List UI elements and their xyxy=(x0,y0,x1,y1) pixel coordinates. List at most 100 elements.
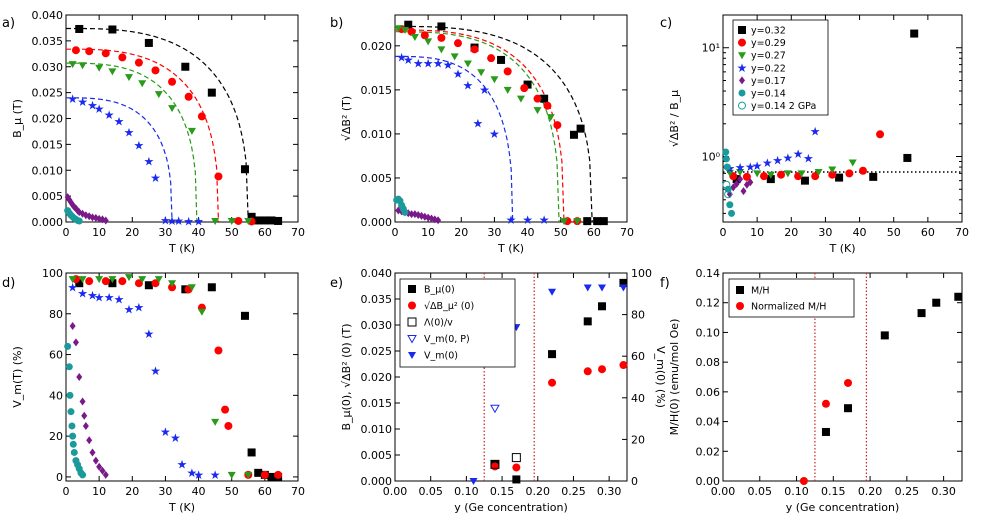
data-point xyxy=(79,471,87,479)
legend-box xyxy=(728,278,855,318)
data-point xyxy=(876,130,885,139)
data-point xyxy=(722,155,730,163)
data-point xyxy=(184,92,193,101)
data-point xyxy=(753,170,762,178)
data-point xyxy=(722,180,731,189)
data-point xyxy=(424,38,433,46)
legend-label: M/H xyxy=(751,286,770,297)
x-tick-label: 0.00 xyxy=(711,485,736,498)
data-point xyxy=(197,308,206,316)
y-tick-label: 0.015 xyxy=(32,138,64,151)
fit-curve xyxy=(395,25,593,223)
data-point xyxy=(732,175,741,184)
data-point xyxy=(92,456,99,465)
x-tick-label: 20 xyxy=(454,226,468,239)
data-point xyxy=(134,279,143,288)
data-point xyxy=(724,190,733,199)
panel-label: d) xyxy=(2,276,15,291)
y-tick-label: 0.010 xyxy=(361,128,393,141)
panel-b: 0 10 20 30 40 50 60 70 0.000 0.005 0.010 0.015 0.020… xyxy=(330,14,634,255)
data-point xyxy=(759,172,768,181)
data-point: ★ xyxy=(403,53,414,67)
y-tick-label: 0.020 xyxy=(32,113,64,126)
data-point xyxy=(75,279,84,288)
x-tick-label: 50 xyxy=(554,226,568,239)
data-point xyxy=(533,94,542,103)
data-point xyxy=(435,216,442,225)
series-y-0-32 xyxy=(75,279,283,481)
x-axis-label: y (Ge concentration) xyxy=(454,501,568,514)
data-point xyxy=(95,276,104,284)
data-point xyxy=(124,274,133,282)
data-point xyxy=(470,45,479,54)
x-tick-label: 70 xyxy=(620,226,634,239)
data-point xyxy=(274,470,283,479)
series-y-0-32 xyxy=(732,29,919,185)
y-tick-label: 0.020 xyxy=(361,371,393,384)
data-point xyxy=(408,210,415,219)
data-point xyxy=(69,440,77,448)
panel-d: 0 10 20 30 40 50 60 70 0 20 40 60 80 100 T (K) V_m(T) (… xyxy=(2,267,305,514)
data-point: ★ xyxy=(810,124,821,138)
y-right-tick-label: 80 xyxy=(631,309,645,322)
data-point xyxy=(490,462,499,471)
legend-marker xyxy=(738,38,746,47)
legend-label: y=0.14 xyxy=(751,89,786,100)
y-tick-label: 0.12 xyxy=(696,297,721,310)
x-tick-label: 30 xyxy=(818,226,832,239)
x-tick-label: 20 xyxy=(125,485,139,498)
data-point: ★ xyxy=(87,99,98,113)
x-axis-label: T (K) xyxy=(497,242,524,255)
data-point xyxy=(420,31,429,40)
y-tick-label: 0.040 xyxy=(361,267,393,280)
data-point xyxy=(766,175,775,184)
data-point xyxy=(593,217,602,226)
data-point: ★ xyxy=(453,67,464,81)
data-point xyxy=(187,127,196,135)
x-tick-label: 60 xyxy=(587,226,601,239)
x-tick-label: 70 xyxy=(955,226,969,239)
legend-label: y=0.22 xyxy=(751,63,786,74)
data-point: ★ xyxy=(463,78,474,92)
y-tick-label: 0.025 xyxy=(361,345,393,358)
y-tick-label: 60 xyxy=(49,349,63,362)
data-point xyxy=(733,179,740,188)
x-tick-label: 50 xyxy=(225,485,239,498)
x-tick-label: 0.05 xyxy=(418,485,443,498)
x-axis-label: T (K) xyxy=(168,501,195,514)
x-axis-label: T (K) xyxy=(168,242,195,255)
data-point xyxy=(725,169,734,177)
data-point xyxy=(144,281,153,290)
y-tick-label: 0.08 xyxy=(696,356,721,369)
data-point xyxy=(69,432,77,440)
data-point: ★ xyxy=(539,213,550,227)
data-point: ★ xyxy=(104,108,115,122)
panel-label: c) xyxy=(660,16,672,31)
x-tick-label: 0.20 xyxy=(858,485,883,498)
x-tick-label: 60 xyxy=(921,226,935,239)
data-point xyxy=(437,22,446,31)
x-tick-label: 0.25 xyxy=(561,485,586,498)
x-tick-label: 0 xyxy=(392,226,399,239)
data-point xyxy=(68,276,77,284)
data-point xyxy=(858,166,867,175)
data-point xyxy=(747,178,754,187)
legend-marker: ★ xyxy=(737,61,748,75)
data-point: ★ xyxy=(193,214,204,228)
data-point xyxy=(67,408,75,416)
data-point xyxy=(144,38,153,47)
data-point xyxy=(78,62,87,70)
y-tick-label: 0.02 xyxy=(696,445,721,458)
data-point xyxy=(811,172,820,181)
data-point xyxy=(740,187,747,196)
data-point: ★ xyxy=(134,138,145,152)
y-axis-label: √ΔB² (T) xyxy=(340,96,353,141)
data-point xyxy=(82,421,89,430)
x-tick-label: 10 xyxy=(750,226,764,239)
x-tick-label: 40 xyxy=(521,226,535,239)
legend-label: y=0.14 2 GPa xyxy=(751,101,816,112)
data-point: ★ xyxy=(772,153,783,167)
data-point xyxy=(583,317,592,326)
y-right-tick-label: 0 xyxy=(631,475,638,488)
legend-marker xyxy=(407,317,417,327)
